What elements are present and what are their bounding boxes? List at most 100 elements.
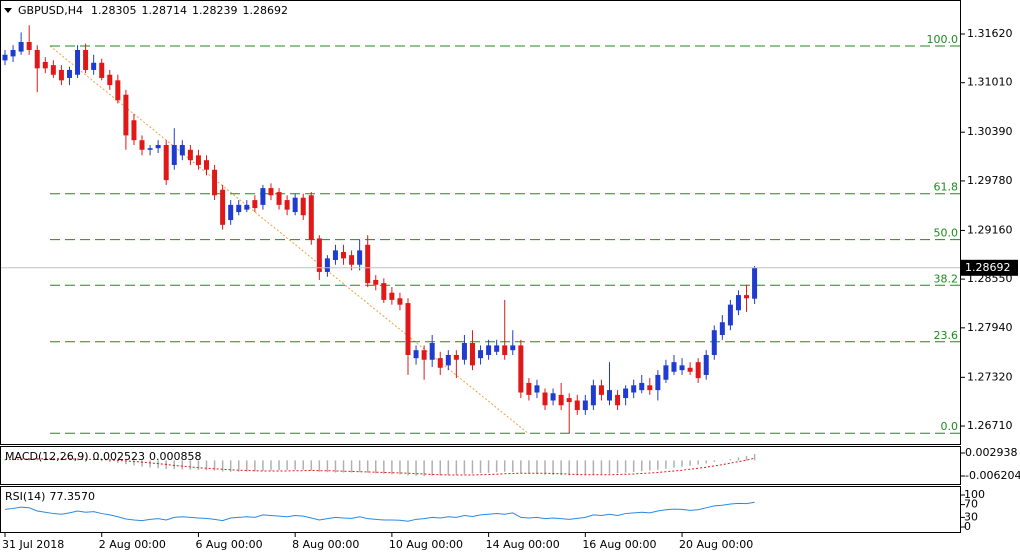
x-tick-label: 8 Aug 00:00	[292, 538, 359, 551]
x-tick-label: 20 Aug 00:00	[679, 538, 753, 551]
fib-level-label: 61.8	[934, 181, 959, 194]
rsi-panel-frame	[0, 486, 961, 533]
candle-body	[671, 362, 677, 372]
y-tick-label: 1.26710	[967, 419, 1013, 432]
fib-level-label: 23.6	[934, 329, 959, 342]
candle-body	[445, 354, 451, 366]
candle-body	[687, 367, 693, 372]
candle-body	[18, 41, 24, 52]
candle-body	[631, 385, 637, 393]
candle-body	[582, 400, 588, 411]
candle-body	[550, 393, 556, 401]
candle-body	[349, 255, 355, 265]
macd-signal-line	[5, 457, 755, 476]
y-tick-label: 100	[964, 488, 985, 501]
candle-body	[42, 61, 48, 69]
candle-body	[574, 400, 580, 411]
rsi-readout: 77.3570	[49, 490, 95, 503]
fib-level-label: 0.0	[941, 420, 959, 433]
candle-body	[252, 200, 258, 209]
candle-body	[405, 303, 411, 355]
candle-body	[711, 330, 717, 355]
low-readout: 1.28239	[192, 4, 238, 17]
candle-body	[171, 144, 177, 165]
candle-body	[679, 365, 685, 371]
candle-body	[228, 204, 234, 221]
y-tick-label: 70	[964, 498, 978, 511]
candle-body	[324, 258, 330, 272]
y-tick-label: 1.30390	[967, 125, 1013, 138]
candle-body	[518, 345, 524, 393]
candle-body	[510, 345, 516, 351]
candle-body	[10, 49, 16, 57]
candle-body	[526, 382, 532, 395]
candle-body	[655, 374, 661, 391]
candle-body	[744, 295, 750, 299]
candle-body	[381, 283, 387, 300]
candle-body	[332, 250, 338, 260]
high-readout: 1.28714	[141, 4, 187, 17]
candle-body	[478, 350, 484, 359]
candle-body	[534, 385, 540, 393]
candle-body	[542, 392, 548, 406]
y-tick-label: 0.002938	[965, 446, 1018, 459]
rsi-line	[4, 501, 755, 522]
candle-body	[607, 390, 612, 401]
candle-body	[2, 54, 8, 61]
y-tick-label: 1.27940	[967, 321, 1013, 334]
y-tick-label: 1.31010	[967, 76, 1013, 89]
candle-body	[752, 267, 758, 299]
candle-body	[260, 188, 266, 205]
candle-body	[115, 80, 121, 101]
candle-body	[373, 279, 379, 285]
candle-body	[389, 292, 395, 300]
candle-body	[123, 94, 129, 136]
candle-body	[195, 155, 201, 165]
y-tick-label: 1.29780	[967, 174, 1013, 187]
candle-body	[66, 69, 72, 78]
last-price-box	[961, 259, 1018, 276]
open-readout: 1.28305	[91, 4, 137, 17]
candle-body	[413, 350, 419, 359]
y-tick-label: 1.29160	[967, 223, 1013, 236]
candle-body	[220, 189, 226, 225]
fib-level-label: 100.0	[927, 33, 959, 46]
macd-main-readout: 0.002523	[93, 450, 146, 463]
candle-body	[494, 345, 500, 352]
symbol: GBPUSD,H4	[18, 4, 83, 17]
candle-body	[727, 304, 733, 326]
candle-body	[341, 251, 347, 259]
candle-body	[719, 322, 725, 336]
fib-level-label: 38.2	[934, 272, 959, 285]
last-price-label: 1.28692	[965, 261, 1011, 274]
indicator-name: RSI(14)	[5, 490, 45, 503]
candle-body	[268, 188, 274, 196]
candle-body	[647, 385, 653, 391]
candle-body	[131, 120, 137, 141]
indicator-name: MACD(12,26,9)	[5, 450, 89, 463]
candle-body	[461, 343, 467, 360]
candle-body	[284, 200, 290, 210]
candle-body	[83, 49, 89, 70]
candle-body	[590, 385, 596, 406]
candle-body	[139, 140, 145, 150]
candle-body	[429, 343, 435, 360]
macd-panel-frame	[0, 446, 961, 485]
candle-body	[308, 195, 314, 241]
candle-body	[615, 394, 621, 406]
y-tick-label: 30	[964, 510, 978, 523]
x-tick-label: 31 Jul 2018	[2, 538, 64, 551]
x-tick-label: 14 Aug 00:00	[486, 538, 560, 551]
candle-body	[50, 65, 56, 75]
candle-body	[566, 398, 572, 403]
candle-body	[558, 394, 564, 406]
candle-body	[179, 144, 185, 156]
candle-body	[58, 69, 64, 81]
candle-body	[292, 197, 298, 213]
candle-body	[663, 365, 669, 380]
candle-body	[316, 238, 322, 272]
candle-body	[155, 144, 161, 149]
candle-body	[187, 149, 193, 161]
